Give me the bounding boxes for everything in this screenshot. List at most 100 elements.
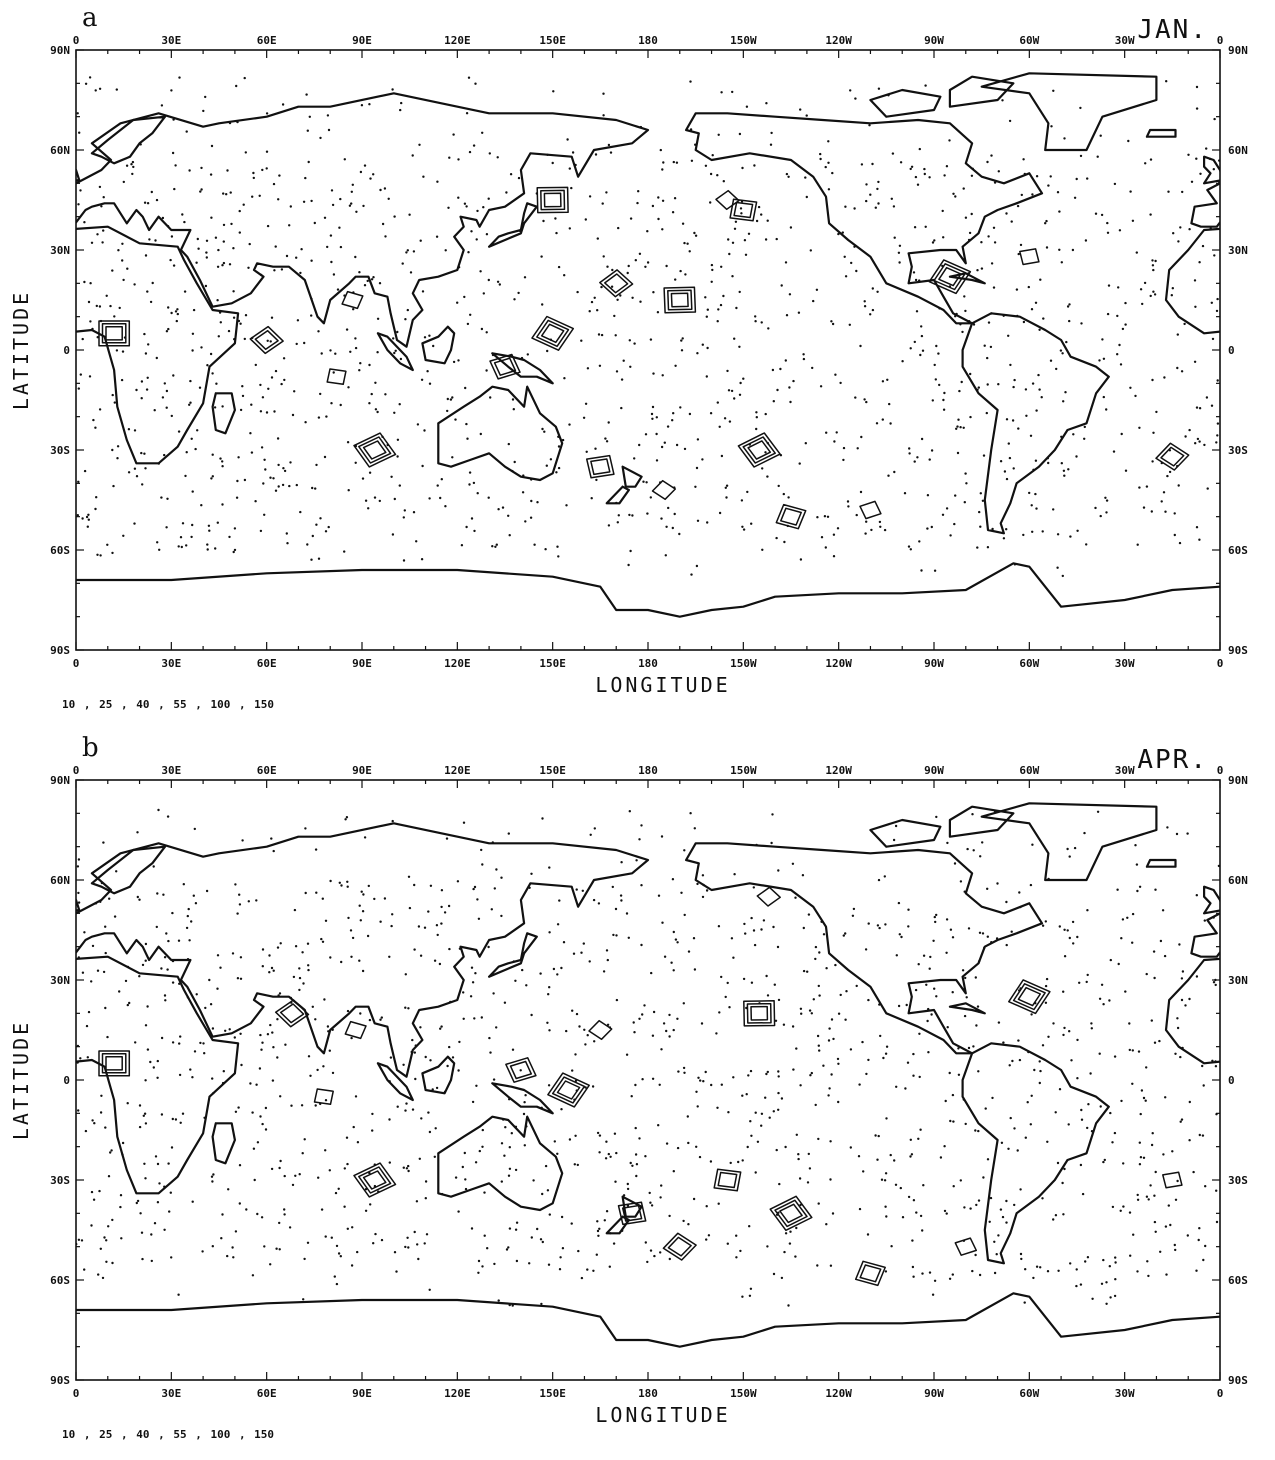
station-dot bbox=[411, 1038, 414, 1042]
station-dot bbox=[374, 381, 377, 384]
station-dot bbox=[991, 527, 994, 531]
station-dot bbox=[1023, 172, 1026, 176]
x-axis-title: LONGITUDE bbox=[595, 673, 730, 697]
station-dot bbox=[478, 1149, 481, 1153]
station-dot bbox=[1106, 231, 1110, 234]
station-dot bbox=[289, 205, 292, 208]
coastline bbox=[1145, 858, 1177, 868]
station-dot bbox=[945, 165, 949, 168]
station-dot bbox=[672, 412, 675, 415]
station-dot bbox=[331, 1071, 335, 1075]
station-dot bbox=[646, 230, 649, 233]
station-dot bbox=[739, 207, 743, 210]
station-dot bbox=[306, 129, 309, 132]
station-dot bbox=[1184, 435, 1187, 438]
coastlines bbox=[76, 802, 1220, 1348]
station-dot bbox=[185, 544, 188, 547]
station-dot bbox=[259, 383, 262, 387]
station-dot bbox=[582, 942, 585, 945]
station-dot bbox=[351, 183, 354, 186]
station-dot bbox=[1035, 175, 1039, 178]
station-dot bbox=[605, 440, 609, 443]
station-dot bbox=[1046, 1270, 1050, 1273]
station-dot bbox=[241, 394, 245, 398]
station-dot bbox=[993, 241, 997, 244]
station-dot bbox=[83, 221, 86, 224]
station-dot bbox=[1084, 239, 1088, 242]
station-dot bbox=[219, 966, 222, 969]
station-dot bbox=[1165, 80, 1168, 83]
station-dot bbox=[191, 349, 194, 352]
station-dot bbox=[558, 899, 561, 902]
station-dot bbox=[777, 1070, 780, 1073]
station-dot bbox=[186, 958, 190, 961]
station-dot bbox=[1129, 190, 1132, 193]
coastline bbox=[76, 225, 240, 465]
station-dot bbox=[286, 542, 289, 545]
station-dot bbox=[364, 499, 368, 502]
station-dot bbox=[201, 1250, 204, 1253]
station-dot bbox=[661, 228, 664, 231]
station-dot bbox=[986, 887, 989, 890]
station-dot bbox=[77, 480, 80, 483]
station-dot bbox=[396, 455, 399, 458]
station-dot bbox=[317, 1176, 320, 1179]
station-dot bbox=[205, 239, 209, 242]
station-dot bbox=[461, 1165, 464, 1169]
station-dot bbox=[874, 1134, 877, 1137]
station-dot bbox=[232, 290, 235, 293]
station-dot bbox=[797, 311, 801, 314]
station-dot bbox=[208, 529, 211, 532]
station-dot bbox=[1075, 1268, 1078, 1271]
station-dot bbox=[1079, 154, 1083, 158]
station-dot bbox=[1116, 314, 1119, 318]
coastline bbox=[980, 802, 1158, 882]
station-dot bbox=[548, 1029, 551, 1032]
station-dot bbox=[797, 1153, 800, 1156]
station-dot bbox=[307, 964, 310, 967]
station-dot bbox=[1210, 301, 1214, 304]
station-dot bbox=[354, 255, 357, 259]
station-dot bbox=[310, 558, 313, 561]
coastline bbox=[605, 1215, 630, 1235]
station-dot bbox=[546, 1021, 549, 1024]
station-dot bbox=[418, 143, 421, 146]
station-dot bbox=[949, 928, 953, 931]
station-dot bbox=[265, 411, 269, 414]
station-dot bbox=[755, 219, 759, 223]
station-dot bbox=[140, 1231, 144, 1234]
station-dot bbox=[237, 319, 241, 323]
station-dot bbox=[145, 388, 149, 391]
station-dot bbox=[196, 429, 199, 432]
station-dot bbox=[794, 1255, 797, 1258]
station-dot bbox=[897, 1004, 901, 1008]
station-dot bbox=[951, 991, 954, 994]
map-panel-apr: b APR. 0 0 30E 30E 60E 60E 90E 90E 120E 120E 150E 150… bbox=[0, 730, 1275, 1460]
station-dot bbox=[325, 415, 328, 418]
station-dot bbox=[577, 1249, 580, 1253]
station-dot bbox=[842, 446, 846, 450]
station-dot bbox=[289, 996, 293, 1000]
station-dot bbox=[782, 492, 785, 496]
station-dot bbox=[727, 1111, 730, 1114]
station-dot bbox=[172, 118, 175, 121]
station-dot bbox=[774, 1019, 778, 1022]
station-dot bbox=[613, 314, 616, 318]
station-dot bbox=[122, 180, 126, 184]
station-dot bbox=[107, 1175, 111, 1178]
station-dot bbox=[448, 947, 451, 951]
station-dot bbox=[816, 516, 819, 519]
station-dot bbox=[1176, 1026, 1180, 1030]
station-dot bbox=[683, 1071, 686, 1074]
station-dot bbox=[702, 1080, 705, 1083]
station-dot bbox=[725, 496, 728, 499]
station-dot bbox=[1076, 1038, 1079, 1042]
station-dot bbox=[138, 1104, 142, 1107]
station-dot bbox=[174, 310, 178, 313]
station-dot bbox=[472, 887, 475, 891]
station-dot bbox=[948, 139, 951, 142]
contour-line bbox=[1017, 986, 1042, 1007]
station-dot bbox=[177, 1293, 180, 1296]
station-dot bbox=[948, 1277, 952, 1280]
station-dot bbox=[482, 206, 485, 209]
